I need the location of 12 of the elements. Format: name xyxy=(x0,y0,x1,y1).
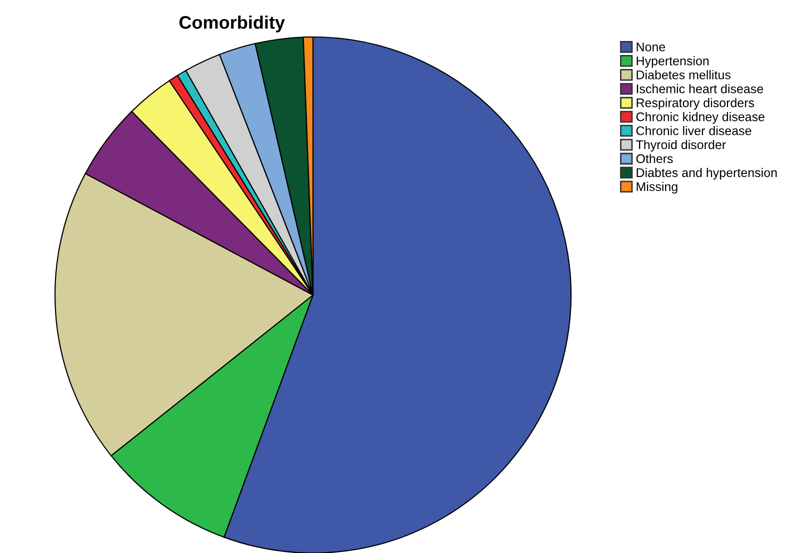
legend-label: Ischemic heart disease xyxy=(636,84,764,94)
legend-label: Missing xyxy=(636,182,678,194)
chart-title: Comorbidity xyxy=(179,16,285,32)
legend-label: Hypertension xyxy=(636,56,709,68)
legend-label: Diabetes mellitus xyxy=(636,70,730,80)
legend-label: None xyxy=(636,42,666,52)
legend-label: Chronic kidney disease xyxy=(636,112,764,124)
legend-label: Others xyxy=(636,154,673,164)
legend-label: Respiratory disorders xyxy=(636,98,754,110)
legend-label: Thyroid disorder xyxy=(636,140,726,152)
legend-label: Diabtes and hypertension xyxy=(636,168,777,180)
legend-label: Chronic liver disease xyxy=(636,126,752,136)
